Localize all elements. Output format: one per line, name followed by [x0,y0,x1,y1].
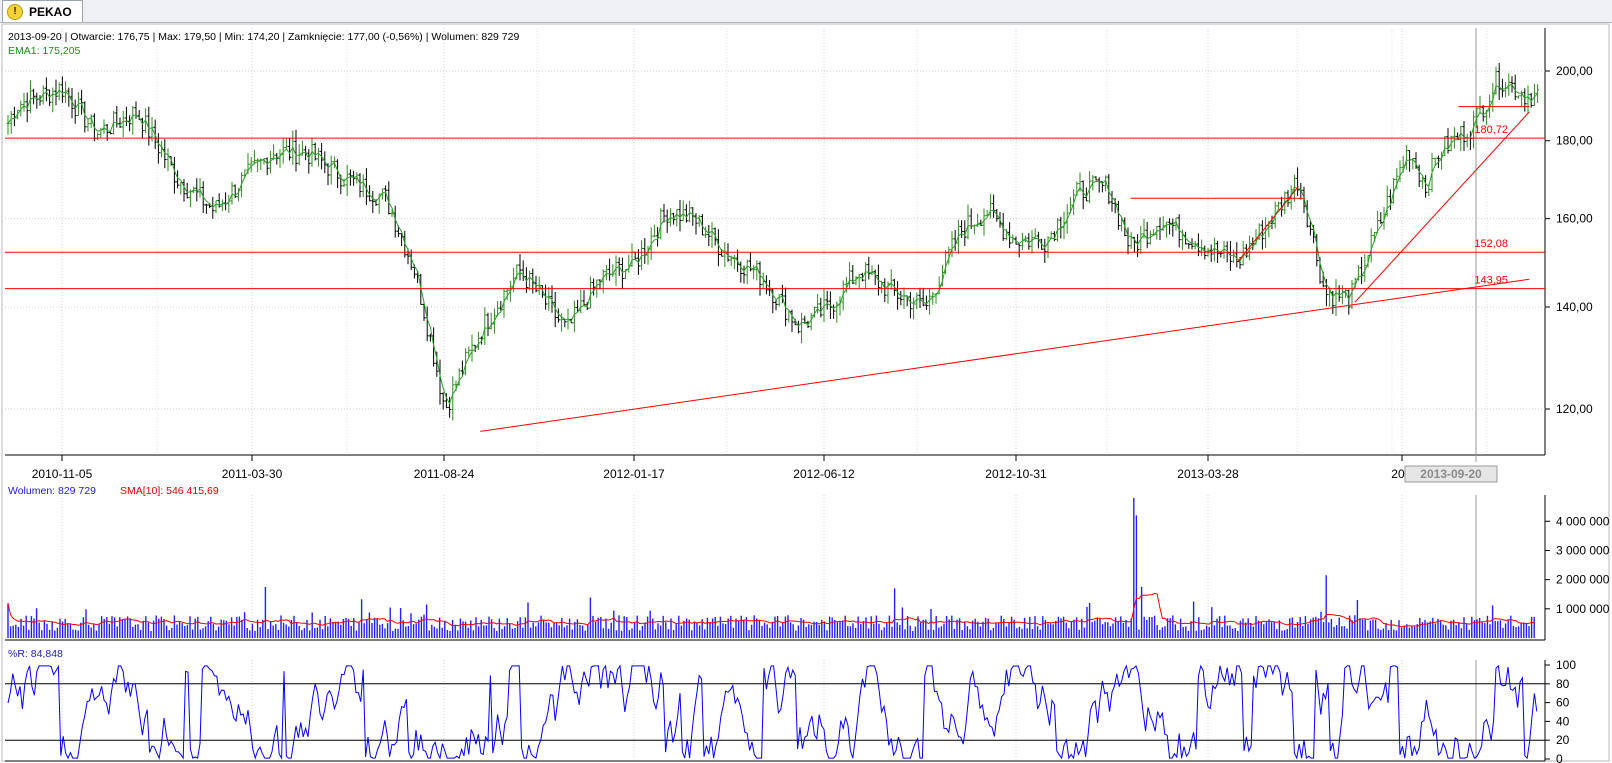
wr-header: %R: 84,848 [8,648,63,660]
x-tick-label: 2010-11-05 [32,467,93,481]
wr-tick-label: 20 [1556,733,1570,747]
level-label: 152,08 [1474,238,1508,250]
chart-frame [1,23,1610,762]
wr-tick-label: 60 [1556,696,1570,710]
tab-bar: ! PEKAO [0,0,1612,23]
wr-tick-label: 40 [1556,714,1570,728]
x-tick-label: 2011-03-30 [222,467,283,481]
grid [5,28,1545,759]
volume-tick-label: 3 000 000 [1556,543,1610,557]
trendline-short [1237,186,1299,262]
tab-title: PEKAO [29,4,72,19]
cursor-date-box [1404,465,1498,483]
x-tick-label: 2013-03-28 [1177,467,1239,481]
volume-tick-label: 1 000 000 [1556,602,1610,616]
wr-tick-label: 0 [1556,752,1563,763]
volume-tick-label: 2 000 000 [1556,573,1610,587]
x-tick-label: 2012-01-17 [603,467,665,481]
wr-tick-label: 100 [1556,658,1576,672]
trendline-long-support [480,278,1530,432]
y-tick-label: 120,00 [1556,402,1593,416]
y-tick-label: 200,00 [1556,64,1593,78]
wr-line [7,664,1538,760]
williams-r-series [5,664,1545,760]
tab-pekao[interactable]: ! PEKAO [2,0,83,22]
x-tick-label: 2012-06-12 [793,467,855,481]
y-tick-label: 140,00 [1556,300,1593,314]
y-tick-label: 160,00 [1556,212,1593,226]
ohlc-header: 2013-09-20 | Otwarcie: 176,75 | Max: 179… [8,31,519,43]
axis-labels: 2010-11-05 2011-03-30 2011-08-24 2012-01-17… [32,64,1610,763]
x-tick-label: 2012-10-31 [985,467,1047,481]
x-tick-label: 2011-08-24 [414,467,475,481]
cursor-date-label: 2013-09-20 [1420,467,1482,481]
volume-header: Wolumen: 829 729 [8,485,96,497]
price-series [6,62,1540,421]
ema-header: EMA1: 175,205 [8,45,81,57]
level-label: 180,72 [1474,124,1508,136]
volume-tick-label: 4 000 000 [1556,514,1610,528]
y-tick-label: 180,00 [1556,134,1593,148]
sma-line [7,592,1535,628]
wr-tick-label: 80 [1556,677,1570,691]
ema-line [7,83,1538,405]
trendline-steep-support [1354,111,1530,303]
warning-icon: ! [7,3,23,20]
volume-series [7,497,1535,638]
sma-header: SMA[10]: 546 415,69 [120,485,219,497]
